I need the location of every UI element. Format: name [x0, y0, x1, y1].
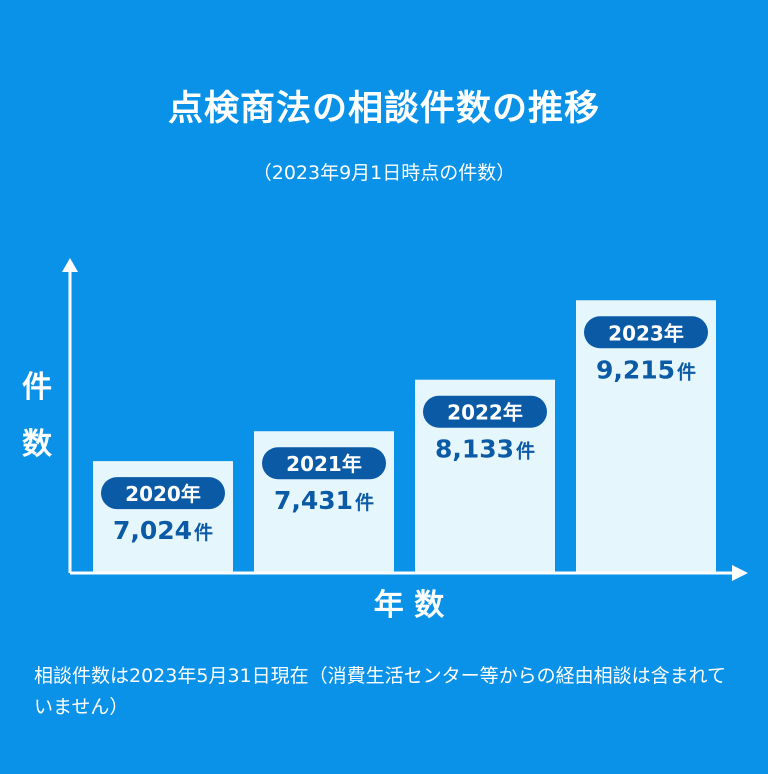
year-badge — [423, 395, 547, 428]
value-label: 8,133 件 — [435, 435, 535, 464]
year-label: 2021年 — [286, 452, 362, 476]
year-badge — [262, 447, 386, 480]
value-label: 9,215 件 — [596, 355, 696, 384]
chart-title: 点検商法の相談件数の推移 — [167, 89, 600, 129]
footnote: 相談件数は2023年5月31日現在（消費生活センター等からの経由相談は含まれてい… — [34, 665, 727, 718]
y-axis-label: 件 — [22, 370, 52, 405]
year-label: 2022年 — [447, 401, 523, 425]
value-label: 7,024 件 — [113, 516, 213, 545]
year-badge — [584, 316, 708, 349]
year-label: 2020年 — [125, 482, 201, 506]
year-label: 2023年 — [608, 321, 684, 345]
x-axis-label: 年 数 — [374, 588, 445, 623]
y-axis-label: 数 — [22, 427, 53, 462]
y-axis-arrow — [62, 258, 78, 272]
x-axis-arrow — [732, 565, 748, 581]
chart-subtitle: （2023年9月1日時点の件数） — [252, 162, 516, 184]
year-badge — [101, 477, 225, 510]
value-label: 7,431 件 — [274, 486, 374, 515]
